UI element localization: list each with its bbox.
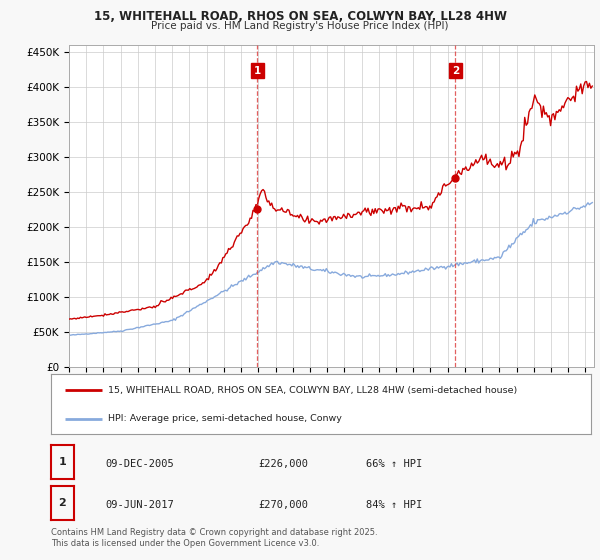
Text: 1: 1 <box>59 457 66 467</box>
Text: £226,000: £226,000 <box>258 459 308 469</box>
Text: 09-JUN-2017: 09-JUN-2017 <box>105 500 174 510</box>
Text: Price paid vs. HM Land Registry's House Price Index (HPI): Price paid vs. HM Land Registry's House … <box>151 21 449 31</box>
Text: 15, WHITEHALL ROAD, RHOS ON SEA, COLWYN BAY, LL28 4HW: 15, WHITEHALL ROAD, RHOS ON SEA, COLWYN … <box>94 10 506 23</box>
Text: £270,000: £270,000 <box>258 500 308 510</box>
Text: 09-DEC-2005: 09-DEC-2005 <box>105 459 174 469</box>
Text: 1: 1 <box>254 66 261 76</box>
Text: Contains HM Land Registry data © Crown copyright and database right 2025.
This d: Contains HM Land Registry data © Crown c… <box>51 528 377 548</box>
Text: 2: 2 <box>452 66 459 76</box>
Text: 15, WHITEHALL ROAD, RHOS ON SEA, COLWYN BAY, LL28 4HW (semi-detached house): 15, WHITEHALL ROAD, RHOS ON SEA, COLWYN … <box>108 386 517 395</box>
Text: 66% ↑ HPI: 66% ↑ HPI <box>366 459 422 469</box>
Text: 2: 2 <box>59 498 66 508</box>
Text: HPI: Average price, semi-detached house, Conwy: HPI: Average price, semi-detached house,… <box>108 414 341 423</box>
Text: 84% ↑ HPI: 84% ↑ HPI <box>366 500 422 510</box>
